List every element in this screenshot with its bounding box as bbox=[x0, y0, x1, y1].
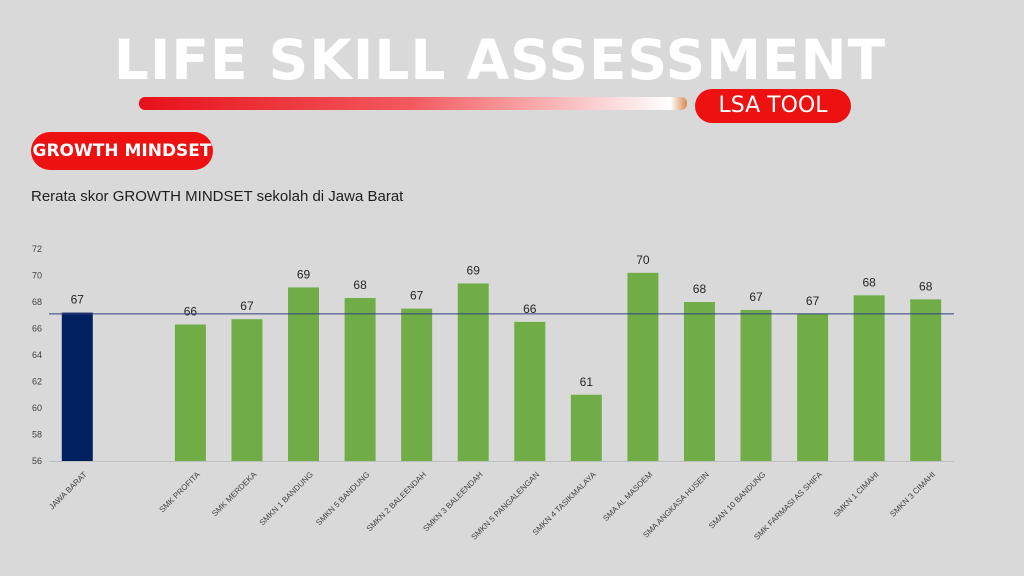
category-label: SMKN 5 BANDUNG bbox=[314, 470, 371, 527]
bar bbox=[627, 272, 659, 461]
data-label: 61 bbox=[580, 375, 594, 389]
category-label: SMA AL MASOEM bbox=[601, 470, 654, 523]
data-label: 68 bbox=[919, 279, 933, 293]
data-label: 69 bbox=[467, 263, 481, 277]
bar bbox=[514, 321, 546, 461]
chart-title: Rerata skor GROWTH MINDSET sekolah di Ja… bbox=[31, 188, 404, 205]
data-label: 69 bbox=[297, 267, 311, 281]
bar bbox=[231, 319, 263, 461]
bar-chart: 56 58 60 62 64 66 68 70 72 67 JAWA BARAT 66 SMK PROF… bbox=[32, 244, 954, 542]
category-label: SMKN 2 BALEENDAH bbox=[365, 470, 428, 533]
bar bbox=[174, 324, 206, 461]
category-label: SMKN 1 CIMAHI bbox=[832, 470, 881, 519]
bar bbox=[853, 295, 885, 461]
category-label: SMKN 3 CIMAHI bbox=[888, 470, 937, 519]
section-badge: GROWTH MINDSET bbox=[31, 132, 213, 170]
y-tick-label: 66 bbox=[32, 324, 42, 334]
title-underline-bar bbox=[139, 97, 687, 110]
bar bbox=[683, 302, 715, 461]
lsa-tool-badge: LSA TOOL bbox=[695, 89, 851, 123]
data-label: 66 bbox=[184, 305, 198, 319]
y-tick-label: 58 bbox=[32, 430, 42, 440]
y-tick-label: 70 bbox=[32, 271, 42, 281]
page-title: LIFE SKILL ASSESSMENT bbox=[113, 28, 887, 92]
bar bbox=[740, 309, 772, 461]
data-label: 68 bbox=[353, 278, 367, 292]
data-label: 68 bbox=[862, 275, 876, 289]
y-tick-label: 60 bbox=[32, 403, 42, 413]
category-label: JAWA BARAT bbox=[47, 470, 88, 511]
data-label: 68 bbox=[693, 282, 707, 296]
y-tick-label: 64 bbox=[32, 350, 42, 360]
data-label: 67 bbox=[806, 294, 820, 308]
category-label: SMK PROFITA bbox=[158, 470, 203, 515]
bar bbox=[797, 313, 829, 461]
bar bbox=[401, 308, 433, 461]
y-tick-label: 62 bbox=[32, 377, 42, 387]
category-label: SMKN 1 BANDUNG bbox=[258, 470, 315, 527]
bar bbox=[344, 298, 376, 461]
bar bbox=[61, 312, 93, 461]
category-label: SMAN 10 BANDUNG bbox=[707, 470, 767, 530]
y-tick-label: 72 bbox=[32, 244, 42, 254]
category-label: SMA ANGKASA HUSEIN bbox=[641, 470, 711, 540]
bar bbox=[570, 394, 602, 461]
y-tick-label: 56 bbox=[32, 456, 42, 466]
data-label: 67 bbox=[71, 293, 85, 307]
category-label: SMKN 3 BALEENDAH bbox=[421, 470, 484, 533]
data-label: 70 bbox=[636, 253, 650, 267]
bar bbox=[910, 299, 942, 461]
data-label: 67 bbox=[410, 289, 424, 303]
data-label: 66 bbox=[523, 302, 537, 316]
data-label: 67 bbox=[240, 299, 254, 313]
category-label: SMKN 4 TASIKMALAYA bbox=[531, 470, 598, 537]
bar bbox=[288, 287, 320, 461]
bar bbox=[457, 283, 489, 461]
y-tick-label: 68 bbox=[32, 297, 42, 307]
category-label: SMK MERDEKA bbox=[210, 470, 259, 519]
data-label: 67 bbox=[749, 290, 763, 304]
